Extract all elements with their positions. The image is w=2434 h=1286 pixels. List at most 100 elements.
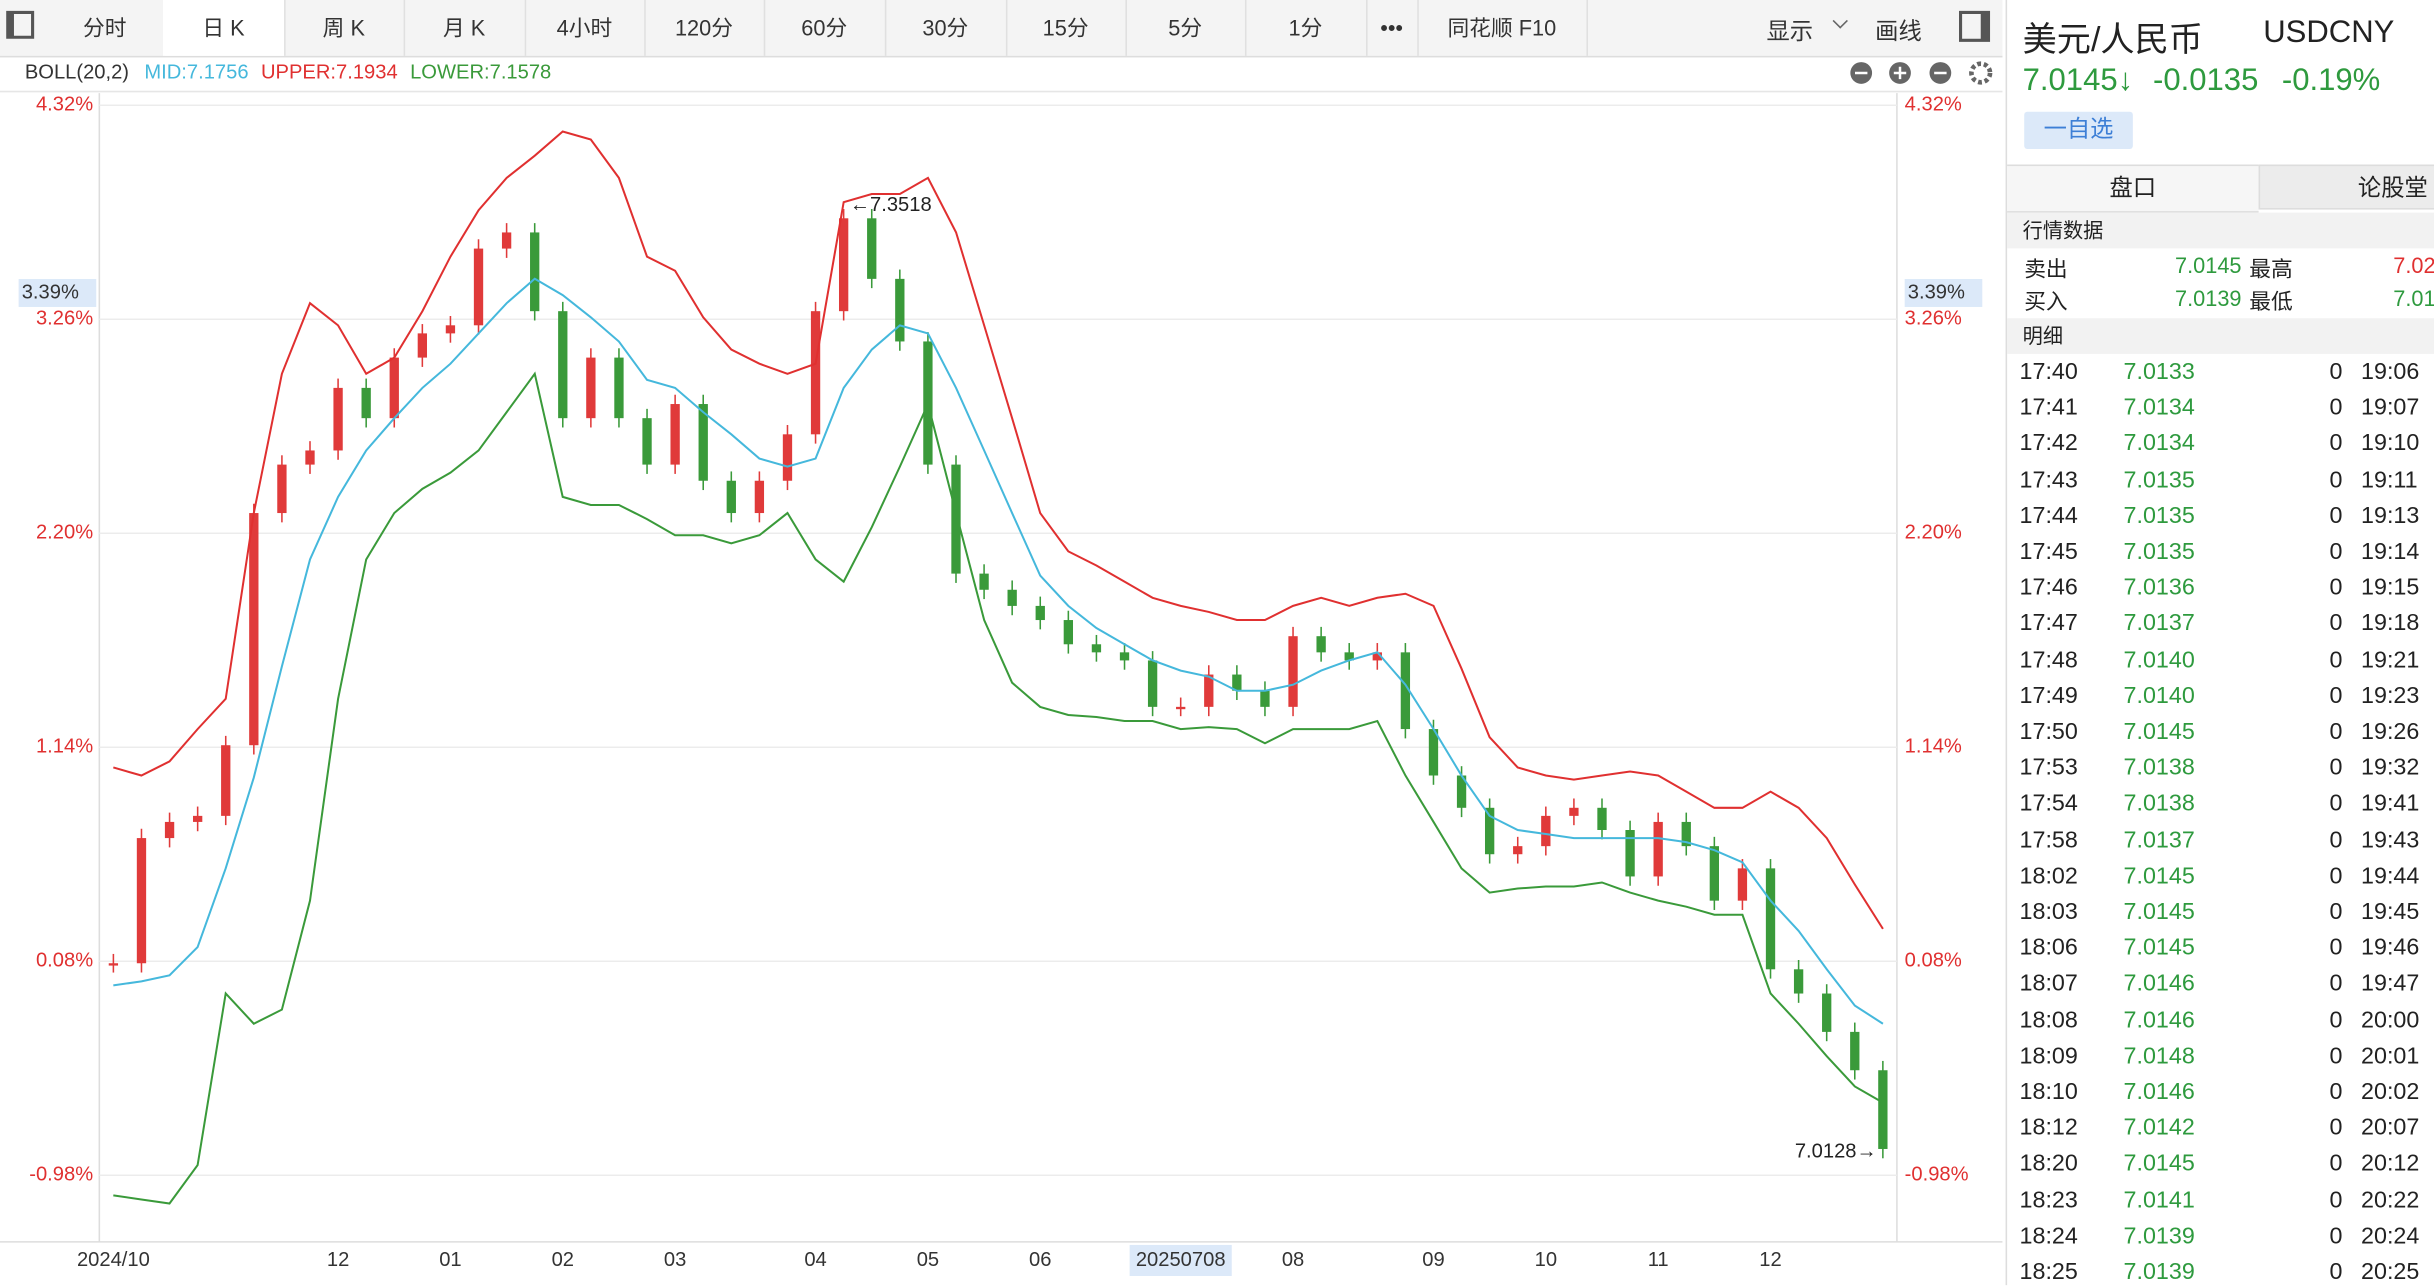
x-tick-label: 12 — [327, 1249, 349, 1271]
y-tick-label: 3.26% — [1905, 308, 1962, 330]
y-tick-label: -0.98% — [1905, 1164, 1969, 1186]
detail-time: 17:49 — [2019, 682, 2078, 710]
candle-body — [1793, 969, 1804, 994]
settings-icon[interactable] — [1969, 61, 1993, 85]
draw-tool[interactable]: 画线 — [1875, 18, 1922, 46]
legend-entry: MID:7.1756 — [144, 61, 248, 83]
period-tab[interactable]: 同花顺 F10 — [1417, 0, 1589, 56]
section-title: 行情数据 — [2007, 212, 2434, 249]
detail-time: 18:07 — [2019, 970, 2078, 998]
x-tick-label: 12 — [1759, 1249, 1781, 1271]
candle-body — [979, 573, 989, 590]
crosshair-label-bg — [1904, 279, 1983, 307]
detail-price: 7.0139 — [2123, 1222, 2195, 1250]
candle-body — [614, 357, 624, 419]
candle-body — [1456, 775, 1467, 808]
candle-body — [1091, 644, 1102, 653]
candle-body — [108, 963, 119, 966]
candle-body — [333, 387, 343, 451]
detail-time: 19:32 — [2361, 754, 2420, 782]
period-tab[interactable]: 分时 — [47, 0, 165, 56]
candle-body — [417, 333, 428, 358]
candle-body — [221, 745, 231, 816]
detail-time: 17:42 — [2019, 430, 2078, 457]
period-tab[interactable]: 30分 — [885, 0, 1008, 56]
detail-volume: 0 — [2329, 1222, 2343, 1250]
crosshair-label-bg — [18, 279, 97, 307]
detail-volume: 0 — [2329, 970, 2343, 998]
dropdown-caret[interactable] — [1832, 13, 1848, 29]
detail-volume: 0 — [2329, 682, 2343, 710]
tab[interactable]: 盘口 — [2007, 164, 2259, 213]
detail-price: 7.0146 — [2123, 970, 2195, 998]
candle-body — [1569, 807, 1579, 816]
period-tab[interactable]: 日 K — [162, 0, 286, 56]
candle-body — [501, 232, 512, 249]
detail-time: 19:06 — [2361, 358, 2420, 385]
detail-time: 18:12 — [2019, 1114, 2078, 1142]
candle-body — [951, 464, 961, 574]
detail-time: 19:13 — [2361, 502, 2420, 530]
period-tab[interactable]: 5分 — [1125, 0, 1247, 56]
x-tick-label: 05 — [917, 1249, 939, 1271]
candle-body — [1541, 815, 1551, 847]
candle-body — [810, 311, 821, 435]
detail-volume: 0 — [2329, 430, 2343, 457]
y-tick-label: -0.98% — [29, 1164, 93, 1186]
detail-time: 20:07 — [2361, 1114, 2420, 1142]
candle-body — [1288, 636, 1298, 707]
detail-time: 18:03 — [2019, 898, 2078, 926]
watch-button[interactable]: 一自选 — [2024, 111, 2133, 150]
detail-time: 18:10 — [2019, 1078, 2078, 1106]
sidebar-toggle[interactable] — [6, 10, 35, 39]
period-tab[interactable]: 1分 — [1245, 0, 1368, 56]
period-tab[interactable]: 月 K — [404, 0, 527, 56]
x-tick-label: 11 — [1648, 1249, 1669, 1271]
period-tab[interactable]: ••• — [1366, 0, 1419, 56]
detail-time: 18:06 — [2019, 934, 2078, 962]
indicator-name: BOLL(20,2) — [25, 61, 129, 83]
period-tab[interactable]: 15分 — [1006, 0, 1127, 56]
candle-body — [1400, 652, 1411, 730]
candle-body — [361, 387, 371, 419]
candle-body — [1822, 993, 1832, 1032]
detail-price: 7.0135 — [2123, 502, 2195, 530]
detail-volume: 0 — [2329, 862, 2343, 890]
candle-body — [1176, 706, 1186, 710]
y-tick-label: 2.20% — [36, 522, 93, 544]
candle-body — [1850, 1031, 1860, 1071]
period-tab[interactable]: 4小时 — [525, 0, 646, 56]
display-menu[interactable]: 显示 — [1766, 18, 1814, 46]
detail-time: 20:25 — [2361, 1258, 2420, 1286]
candle-body — [249, 513, 259, 746]
detail-price: 7.0138 — [2123, 754, 2195, 782]
panel-toggle[interactable] — [1959, 10, 1991, 42]
candle-body — [782, 434, 793, 481]
crosshair-x-label-bg — [1129, 1244, 1232, 1276]
period-tab[interactable]: 120分 — [644, 0, 766, 56]
detail-time: 18:24 — [2019, 1222, 2078, 1250]
detail-time: 17:47 — [2019, 610, 2078, 638]
detail-volume: 0 — [2329, 538, 2343, 566]
x-tick-label: 10 — [1535, 1249, 1557, 1271]
detail-price: 7.0141 — [2123, 1186, 2195, 1214]
detail-time: 19:14 — [2361, 538, 2420, 566]
quote-change-pct: -0.19% — [2281, 63, 2381, 98]
quote-name: 美元/人民币 — [2022, 20, 2203, 59]
candle-body — [1372, 652, 1382, 661]
detail-time: 20:24 — [2361, 1222, 2420, 1250]
tab[interactable]: 论股堂 — [2258, 164, 2434, 210]
period-tab[interactable]: 60分 — [764, 0, 887, 56]
field-value: 7.0139 — [2175, 285, 2242, 311]
detail-volume: 0 — [2329, 502, 2343, 530]
detail-volume: 0 — [2329, 826, 2343, 854]
detail-price: 7.0135 — [2123, 466, 2195, 494]
y-tick-label: 0.08% — [36, 950, 93, 972]
period-tab[interactable]: 周 K — [284, 0, 406, 56]
detail-volume: 0 — [2329, 358, 2343, 385]
candle-body — [1737, 868, 1748, 901]
detail-time: 18:20 — [2019, 1150, 2078, 1178]
